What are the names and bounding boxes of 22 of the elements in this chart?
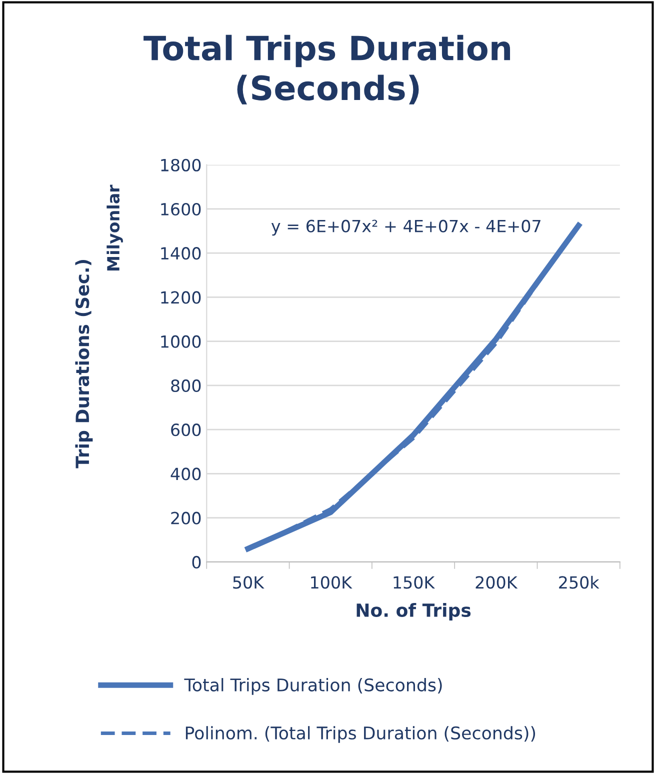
legend-label: Total Trips Duration (Seconds) — [184, 678, 442, 695]
y-tick-label: 1200 — [161, 291, 201, 304]
annotation: y = 6E+07x² + 4E+07x - 4E+07 — [271, 220, 540, 236]
text: Milyonlar — [106, 184, 123, 270]
x-tick-label: 100K — [311, 576, 352, 589]
y-axis-title: Trip Durations (Sec.) — [75, 260, 93, 468]
x-tick-label: 50K — [233, 576, 264, 589]
chart-title: Total Trips Duration (Seconds) — [144, 34, 510, 104]
x-tick-label: 250k — [559, 576, 600, 589]
x-axis-title: No. of Trips — [356, 603, 471, 621]
x-tick-label: 200K — [476, 576, 518, 589]
legend-label: Polinom. (Total Trips Duration (Seconds)) — [186, 726, 536, 743]
y-tick-label: 800 — [171, 379, 201, 392]
y-tick-label: 200 — [171, 512, 201, 524]
y-tick-label: 400 — [170, 468, 201, 480]
x-tick-label: 150K — [394, 576, 435, 589]
y-tick-label: 1800 — [161, 158, 201, 172]
y-tick-label: 0 — [192, 556, 201, 568]
y-tick-label: 1600 — [161, 202, 201, 216]
y-tick-label: 600 — [171, 424, 201, 436]
y-tick-label: 1000 — [161, 335, 201, 348]
y-tick-label: 1400 — [161, 247, 201, 260]
